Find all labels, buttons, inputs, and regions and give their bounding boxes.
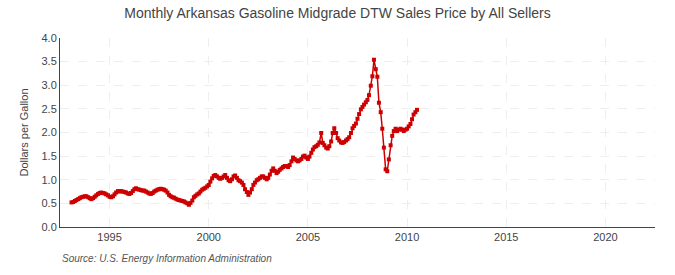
svg-text:3.0: 3.0 [42, 79, 57, 91]
svg-text:3.5: 3.5 [42, 55, 57, 67]
svg-text:2005: 2005 [296, 231, 320, 243]
svg-text:0.0: 0.0 [42, 221, 57, 233]
svg-text:Monthly Arkansas Gasoline Midg: Monthly Arkansas Gasoline Midgrade DTW S… [124, 5, 550, 21]
svg-text:1995: 1995 [97, 231, 121, 243]
svg-text:4.0: 4.0 [42, 32, 57, 44]
svg-text:Source: U.S. Energy Informatio: Source: U.S. Energy Information Administ… [62, 253, 272, 264]
svg-text:1.5: 1.5 [42, 150, 57, 162]
svg-text:2000: 2000 [197, 231, 221, 243]
svg-text:Dollars per Gallon: Dollars per Gallon [18, 88, 30, 176]
svg-text:2.5: 2.5 [42, 103, 57, 115]
svg-text:1.0: 1.0 [42, 174, 57, 186]
svg-text:0.5: 0.5 [42, 197, 57, 209]
svg-text:2.0: 2.0 [42, 126, 57, 138]
svg-text:2015: 2015 [494, 231, 518, 243]
svg-text:2010: 2010 [395, 231, 419, 243]
svg-text:2020: 2020 [593, 231, 617, 243]
